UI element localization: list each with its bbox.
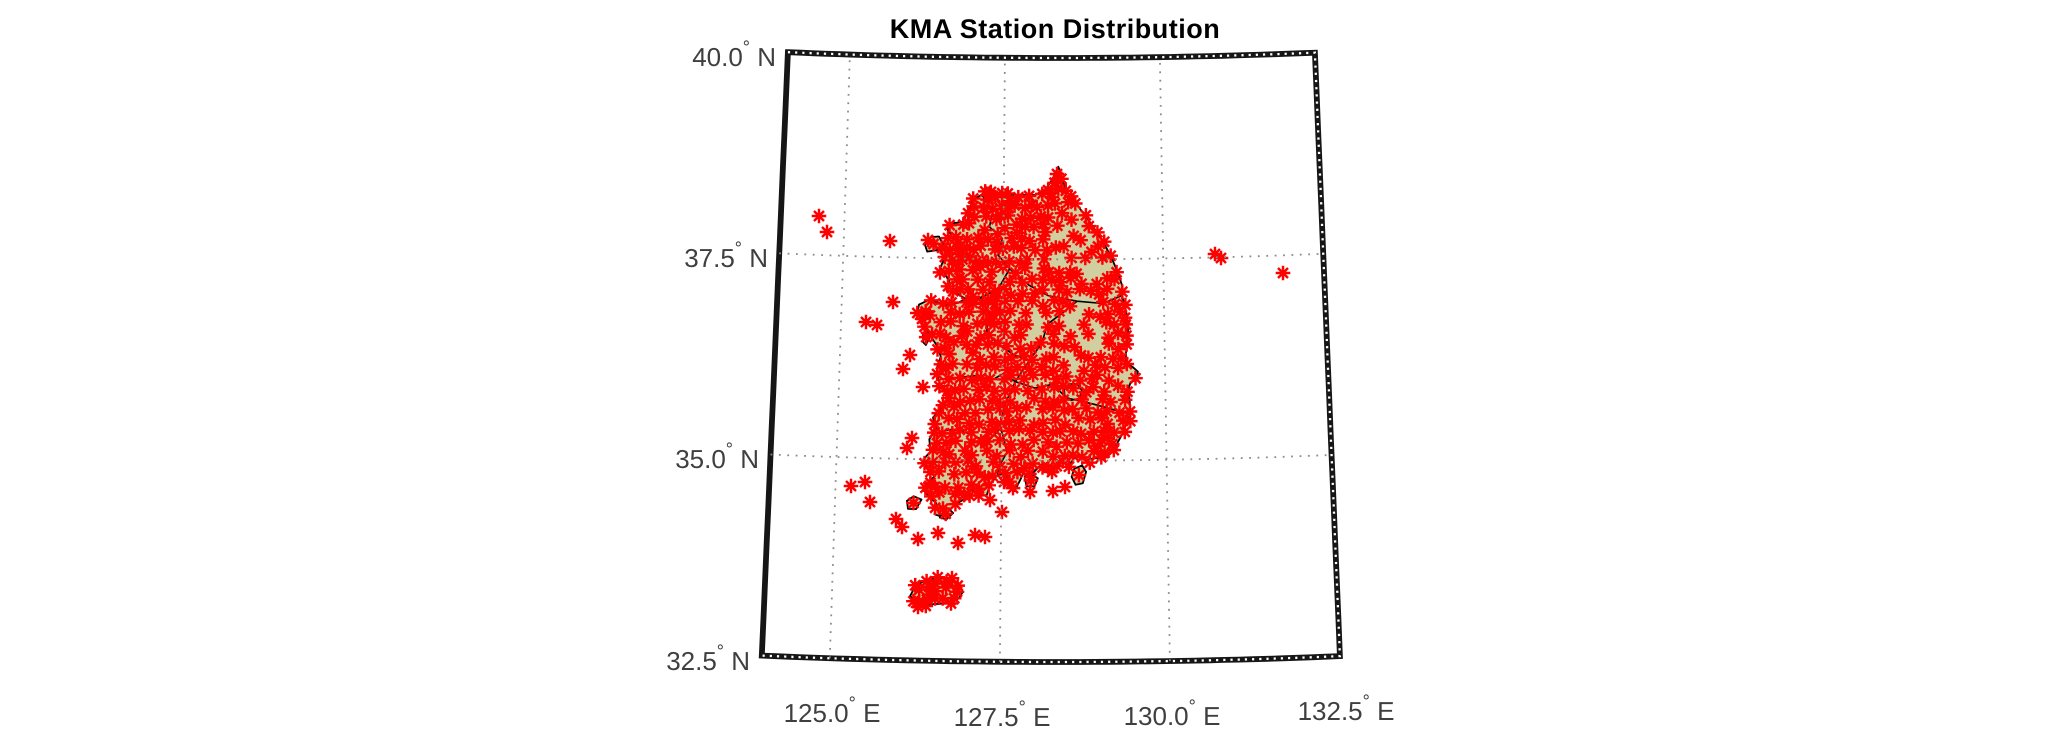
svg-text:40.0° N: 40.0° N	[692, 37, 776, 72]
svg-text:130.0° E: 130.0° E	[1124, 696, 1221, 731]
svg-text:132.5° E: 132.5° E	[1298, 691, 1395, 726]
svg-text:KMA Station Distribution: KMA Station Distribution	[890, 14, 1220, 44]
svg-text:32.5° N: 32.5° N	[666, 641, 750, 676]
svg-text:35.0° N: 35.0° N	[675, 439, 759, 474]
svg-text:127.5° E: 127.5° E	[954, 697, 1051, 732]
svg-text:125.0° E: 125.0° E	[784, 693, 881, 728]
svg-text:37.5° N: 37.5° N	[684, 238, 768, 273]
